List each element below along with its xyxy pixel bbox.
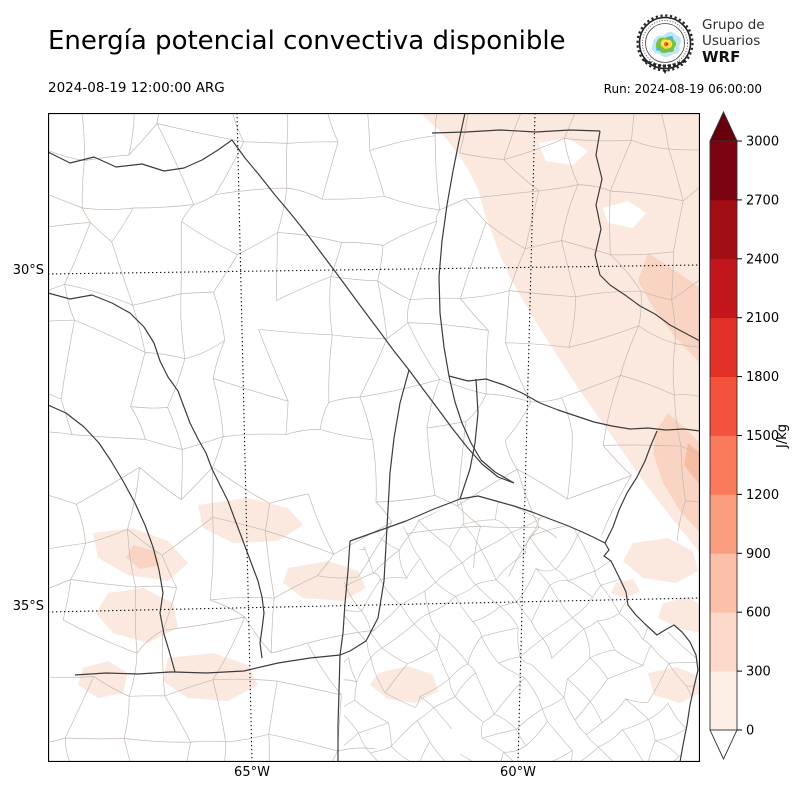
colorbar-segment (710, 553, 737, 613)
province-boundary (448, 375, 700, 432)
map-frame (48, 113, 700, 762)
colorbar-segment (710, 435, 737, 495)
province-boundary (48, 292, 265, 659)
graticule-line (236, 113, 253, 762)
logo-line2: Usuarios (702, 33, 761, 49)
colorbar-over-arrow (709, 110, 738, 142)
province-boundary (431, 129, 601, 134)
colorbar-tick-label: 1500 (746, 429, 779, 444)
province-boundary (604, 430, 658, 544)
colorbar-segment (710, 199, 737, 260)
lat-tick-label: 30°S (12, 263, 44, 278)
colorbar-tick-label: 300 (746, 665, 771, 680)
province-boundary (231, 139, 515, 484)
colorbar-tick-label: 2700 (746, 193, 779, 208)
cape-shaded-region (653, 413, 700, 533)
colorbar-tick-label: 2400 (746, 252, 779, 267)
colorbar-tick-label: 600 (746, 606, 771, 621)
colorbar-under-arrow (709, 729, 738, 761)
graticule-line (48, 264, 700, 275)
cape-zero-hole (493, 328, 560, 393)
run-time-label: Run: 2024-08-19 06:00:00 (603, 82, 762, 96)
colorbar-tick-label: 1800 (746, 370, 779, 385)
colorbar-tick-label: 2100 (746, 311, 779, 326)
logo-line3: WRF (702, 48, 741, 66)
lon-tick-label: 65°W (234, 765, 270, 780)
buenos-aires-departments (344, 497, 697, 762)
valid-time-label: 2024-08-19 12:00:00 ARG (48, 80, 225, 96)
map-canvas (48, 113, 700, 762)
province-boundary (48, 139, 233, 172)
province-boundary (74, 654, 341, 676)
cape-shaded-region (658, 597, 700, 633)
colorbar-tick-label: 900 (746, 547, 771, 562)
colorbar-unit-label: J/kg (775, 424, 790, 449)
lon-tick-label: 60°W (500, 765, 536, 780)
cape-shaded-region (611, 579, 640, 599)
graticule-line (517, 113, 536, 762)
colorbar-tick-label: 1200 (746, 488, 779, 503)
cape-shaded-region (623, 538, 698, 583)
province-boundary (438, 113, 515, 484)
wrf-logo-emblem-icon (636, 14, 694, 74)
colorbar-segment (710, 258, 737, 319)
wrf-users-group-logo: Grupo de Usuarios WRF (630, 8, 795, 80)
province-boundary (349, 498, 461, 542)
colorbar-segment (710, 494, 737, 554)
province-boundary (594, 130, 700, 342)
cape-shaded-region (78, 661, 128, 698)
cape-shaded-region (638, 253, 700, 363)
province-boundary (337, 540, 351, 762)
lat-tick-label: 35°S (12, 599, 44, 614)
colorbar-tick-label: 0 (746, 724, 754, 739)
province-boundary (339, 369, 410, 656)
graticule-line (48, 597, 700, 613)
cape-shaded-region (126, 545, 160, 569)
cape-shaded-region (163, 653, 258, 701)
colorbar-segment (710, 141, 737, 201)
colorbar-segment (710, 671, 737, 731)
cape-shaded-region (648, 667, 700, 703)
colorbar: 0 300 600 900 1200 1500 1800 2100 2400 2700 3000 J/… (709, 110, 790, 761)
cape-zero-hole (603, 201, 646, 228)
cape-zero-hole (538, 138, 588, 165)
cape-shaded-region (96, 588, 178, 643)
colorbar-segment (710, 376, 737, 436)
province-boundary (48, 404, 176, 673)
province-boundary (459, 495, 699, 762)
logo-line1: Grupo de (702, 17, 765, 33)
cape-shaded-region (198, 498, 303, 543)
province-boundary (459, 378, 479, 500)
colorbar-tick-label: 3000 (746, 135, 779, 150)
department-boundaries (48, 113, 700, 762)
colorbar-segment (710, 612, 737, 672)
wrf-logo-text: Grupo de Usuarios WRF (702, 17, 765, 66)
page-title: Energía potencial convectiva disponible (48, 26, 566, 56)
cape-shaded-region (283, 561, 366, 601)
colorbar-segment (710, 317, 737, 377)
